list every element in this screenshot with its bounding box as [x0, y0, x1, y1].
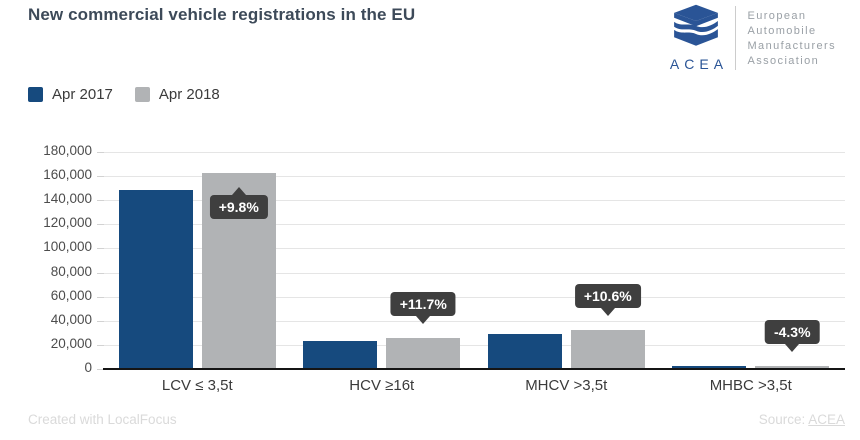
- page-title: New commercial vehicle registrations in …: [28, 5, 416, 24]
- legend-label-apr-2017: Apr 2017: [52, 86, 113, 103]
- bar-apr-2017[interactable]: [118, 190, 193, 369]
- org-line: Manufacturers: [747, 40, 836, 52]
- bar-apr-2017[interactable]: [303, 340, 378, 369]
- legend-label-apr-2018: Apr 2018: [158, 86, 220, 103]
- y-axis-label: 60,000: [50, 287, 92, 303]
- y-axis-tick: [97, 176, 104, 178]
- logo-divider: [735, 6, 737, 70]
- change-callout: +11.7%: [390, 291, 456, 316]
- change-callout: +9.8%: [209, 194, 268, 219]
- callout-arrow: [600, 307, 615, 316]
- y-axis-tick: [97, 369, 104, 370]
- y-axis-tick: [97, 224, 104, 226]
- bar-apr-2018[interactable]: [386, 337, 461, 369]
- y-axis-label: 0: [84, 360, 92, 375]
- legend-swatch-apr-2017: [28, 87, 43, 102]
- source-link[interactable]: ACEA: [808, 412, 845, 427]
- org-line: European: [747, 10, 807, 22]
- gridline: [103, 320, 845, 322]
- y-axis-tick: [97, 344, 104, 346]
- x-axis-line: [103, 368, 845, 370]
- change-callout: -4.3%: [764, 320, 820, 345]
- y-axis-tick: [97, 296, 104, 298]
- y-axis-label: 120,000: [43, 215, 92, 231]
- y-axis-label: 180,000: [43, 143, 92, 158]
- y-axis-tick: [97, 272, 104, 274]
- y-axis-tick: [97, 200, 104, 202]
- legend-item-apr-2017[interactable]: Apr 2017: [28, 86, 113, 103]
- acea-stack-icon: [674, 4, 719, 46]
- y-axis-tick: [97, 320, 104, 322]
- source-text: Source: ACEA: [759, 412, 845, 427]
- y-axis-tick: [97, 152, 104, 153]
- gridline: [103, 296, 845, 298]
- org-line: Association: [747, 55, 820, 67]
- y-axis-label: 20,000: [50, 335, 92, 351]
- acea-logo-mark-block: ACEA: [668, 4, 724, 72]
- x-axis-label: HCV ≥16t: [349, 377, 415, 394]
- y-axis-label: 80,000: [50, 263, 92, 279]
- bar-apr-2018[interactable]: [570, 329, 645, 369]
- gridline: [103, 200, 845, 202]
- bar-apr-2017[interactable]: [487, 333, 562, 369]
- change-callout: +10.6%: [574, 283, 641, 308]
- gridline: [103, 176, 845, 178]
- legend-item-apr-2018[interactable]: Apr 2018: [134, 86, 220, 103]
- x-axis-label: MHBC >3,5t: [709, 377, 792, 394]
- legend-swatch-apr-2018: [134, 87, 150, 102]
- source-label: Source:: [758, 412, 806, 427]
- y-axis-label: 100,000: [43, 239, 92, 255]
- gridline: [103, 344, 845, 346]
- y-axis-label: 40,000: [50, 311, 92, 327]
- bar-apr-2017[interactable]: [672, 366, 747, 369]
- gridline: [103, 224, 845, 226]
- acea-logo: ACEA European Automobile Manufacturers A…: [668, 4, 836, 72]
- y-axis-label: 140,000: [43, 191, 92, 207]
- acea-logo-text: ACEA: [669, 56, 729, 72]
- credit-text: Created with LocalFocus: [28, 412, 177, 427]
- chart-legend: Apr 2017 Apr 2018: [28, 86, 220, 103]
- callout-arrow: [231, 186, 246, 195]
- x-axis-label: LCV ≤ 3,5t: [161, 377, 233, 394]
- gridline: [103, 152, 845, 153]
- gridline: [103, 272, 845, 274]
- x-axis-label: MHCV >3,5t: [525, 377, 608, 394]
- callout-arrow: [416, 315, 431, 324]
- y-axis-tick: [97, 248, 104, 250]
- callout-arrow: [785, 344, 800, 353]
- bar-apr-2018[interactable]: [755, 366, 830, 369]
- org-line: Automobile: [747, 25, 817, 37]
- y-axis-label: 160,000: [43, 167, 92, 183]
- acea-org-name: European Automobile Manufacturers Associ…: [747, 4, 836, 69]
- gridline: [103, 248, 845, 250]
